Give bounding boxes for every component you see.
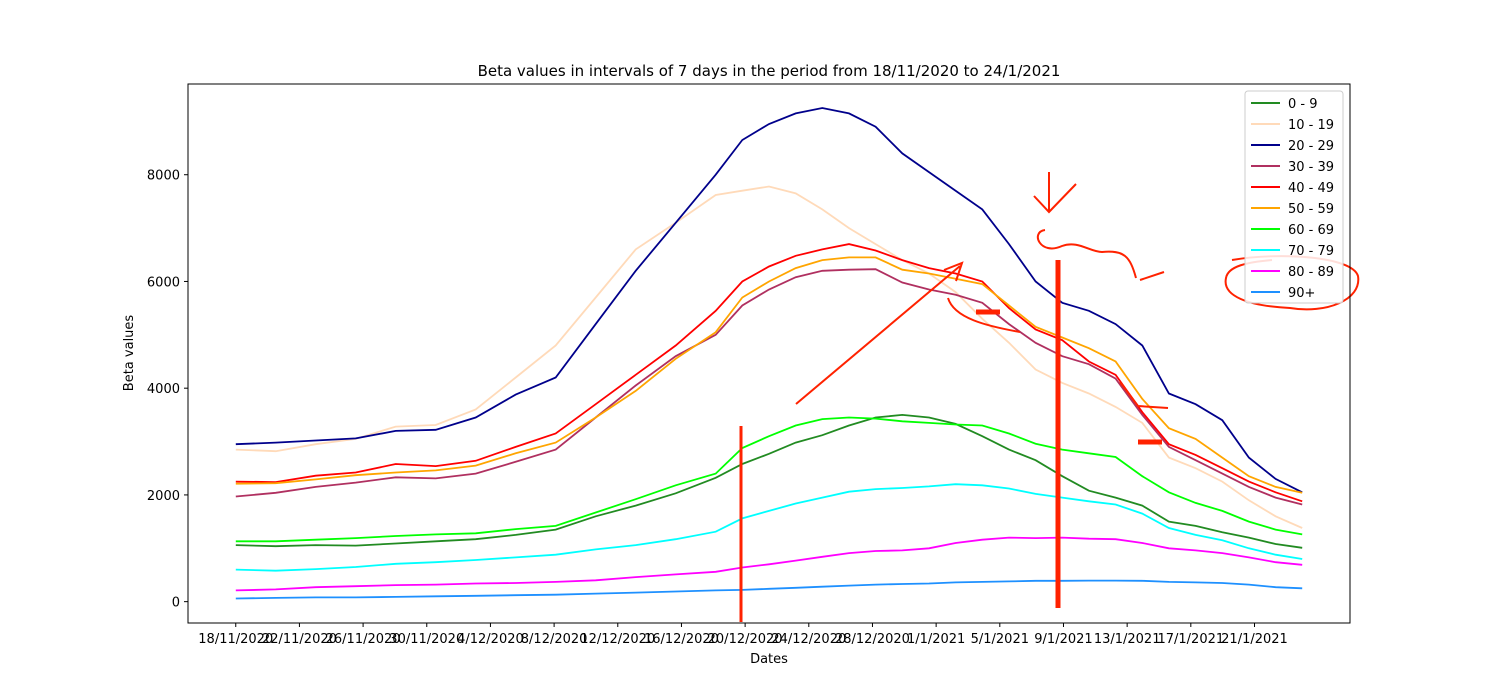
legend-label: 70 - 79 — [1288, 244, 1334, 259]
x-tick-label: 26/11/2020 — [326, 632, 401, 647]
x-tick-label: 5/1/2021 — [971, 632, 1029, 647]
legend-label: 40 - 49 — [1288, 181, 1334, 196]
series-line-8 — [235, 536, 1303, 592]
x-tick-label: 4/12/2020 — [457, 632, 524, 647]
x-tick-label: 24/12/2020 — [771, 632, 846, 647]
series-line-4 — [235, 243, 1303, 503]
x-tick-label: 22/11/2020 — [262, 632, 337, 647]
series-line-5 — [235, 256, 1303, 494]
legend-label: 60 - 69 — [1288, 223, 1334, 238]
y-tick-label: 0 — [172, 596, 180, 611]
series-line-9 — [235, 579, 1303, 600]
y-tick-label: 4000 — [147, 382, 180, 397]
series-line-3 — [235, 268, 1303, 506]
y-tick-label: 2000 — [147, 489, 180, 504]
annotation-layer — [739, 172, 1360, 622]
y-tick-label: 6000 — [147, 275, 180, 290]
legend-label: 50 - 59 — [1288, 202, 1334, 217]
plot-frame — [187, 83, 1351, 624]
x-tick-label: 1/1/2021 — [907, 632, 965, 647]
legend: 0 - 9 10 - 19 20 - 29 30 - 39 40 - 49 50 - 59… — [1244, 90, 1344, 304]
legend-label: 30 - 39 — [1288, 160, 1334, 175]
red-annotation-arc — [947, 297, 1021, 333]
series-line-0 — [235, 413, 1303, 549]
red-annotation-scribble — [1033, 172, 1165, 281]
series-layer — [235, 107, 1303, 600]
red-annotation-mark-1 — [1119, 381, 1169, 409]
red-annotation-arrow — [795, 261, 964, 405]
series-line-2 — [235, 107, 1303, 494]
chart-title: Beta values in intervals of 7 days in th… — [478, 62, 1061, 80]
legend-label: 80 - 89 — [1288, 265, 1334, 280]
x-tick-label: 30/11/2020 — [389, 632, 464, 647]
x-tick-label: 18/11/2020 — [198, 632, 273, 647]
x-axis-label: Dates — [750, 652, 788, 667]
series-line-7 — [235, 483, 1303, 572]
x-axis: 18/11/202022/11/202026/11/202030/11/2020… — [198, 623, 1288, 647]
plot-area — [188, 84, 1350, 623]
x-tick-label: 20/12/2020 — [708, 632, 783, 647]
y-axis: 0 2000 4000 6000 8000 — [147, 169, 188, 611]
plot-background — [188, 84, 1350, 623]
x-tick-label: 13/1/2021 — [1094, 632, 1161, 647]
x-tick-label: 8/12/2020 — [521, 632, 588, 647]
x-tick-label: 28/12/2020 — [835, 632, 910, 647]
axes-layer — [187, 83, 1351, 624]
series-line-1 — [235, 185, 1303, 529]
x-tick-label: 9/1/2021 — [1034, 632, 1092, 647]
legend-label: 0 - 9 — [1288, 97, 1318, 112]
series-line-6 — [235, 416, 1303, 543]
y-axis-label: Beta values — [122, 315, 137, 392]
x-tick-label: 21/1/2021 — [1221, 632, 1288, 647]
legend-label: 20 - 29 — [1288, 139, 1334, 154]
legend-label: 10 - 19 — [1288, 118, 1334, 133]
x-tick-label: 12/12/2020 — [580, 632, 655, 647]
x-tick-label: 17/1/2021 — [1157, 632, 1224, 647]
legend-label: 90+ — [1288, 286, 1315, 301]
x-tick-label: 16/12/2020 — [644, 632, 719, 647]
y-tick-label: 8000 — [147, 169, 180, 184]
